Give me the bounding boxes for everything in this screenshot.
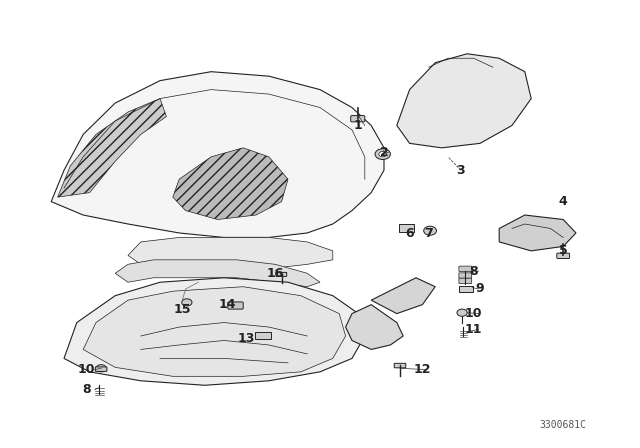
FancyBboxPatch shape xyxy=(394,363,406,368)
Text: 10: 10 xyxy=(77,363,95,376)
FancyBboxPatch shape xyxy=(228,302,243,309)
Polygon shape xyxy=(397,54,531,148)
Text: 3300681C: 3300681C xyxy=(540,420,587,430)
FancyBboxPatch shape xyxy=(459,266,472,271)
Polygon shape xyxy=(499,215,576,251)
FancyBboxPatch shape xyxy=(351,116,365,122)
Text: 14: 14 xyxy=(218,298,236,311)
Text: 11: 11 xyxy=(465,323,483,336)
Text: 8: 8 xyxy=(82,383,91,396)
Circle shape xyxy=(375,149,390,159)
Text: 8: 8 xyxy=(469,264,478,278)
Text: 13: 13 xyxy=(237,332,255,345)
FancyBboxPatch shape xyxy=(459,273,472,278)
Polygon shape xyxy=(128,237,333,269)
Polygon shape xyxy=(115,260,320,287)
FancyBboxPatch shape xyxy=(255,332,271,339)
Circle shape xyxy=(379,151,387,157)
Text: 1: 1 xyxy=(354,119,363,132)
Text: 3: 3 xyxy=(456,164,465,177)
FancyBboxPatch shape xyxy=(557,253,570,258)
Text: 2: 2 xyxy=(380,146,388,159)
FancyBboxPatch shape xyxy=(459,278,472,284)
Text: 16: 16 xyxy=(266,267,284,280)
Polygon shape xyxy=(346,305,403,349)
Polygon shape xyxy=(64,278,365,385)
FancyBboxPatch shape xyxy=(399,224,414,232)
Circle shape xyxy=(182,299,192,306)
Polygon shape xyxy=(173,148,288,220)
Text: 6: 6 xyxy=(405,227,414,241)
FancyBboxPatch shape xyxy=(95,367,107,371)
FancyBboxPatch shape xyxy=(459,286,473,292)
Circle shape xyxy=(96,365,106,372)
Polygon shape xyxy=(58,99,166,197)
Polygon shape xyxy=(51,72,384,237)
Polygon shape xyxy=(371,278,435,314)
Text: 7: 7 xyxy=(424,227,433,241)
Circle shape xyxy=(457,309,467,316)
Text: 12: 12 xyxy=(413,363,431,376)
Text: 15: 15 xyxy=(173,302,191,316)
Circle shape xyxy=(424,226,436,235)
FancyBboxPatch shape xyxy=(276,272,287,276)
Text: 5: 5 xyxy=(559,244,568,258)
Text: 10: 10 xyxy=(465,307,483,320)
Text: 9: 9 xyxy=(476,282,484,296)
Polygon shape xyxy=(83,287,346,376)
Text: 4: 4 xyxy=(559,195,568,208)
